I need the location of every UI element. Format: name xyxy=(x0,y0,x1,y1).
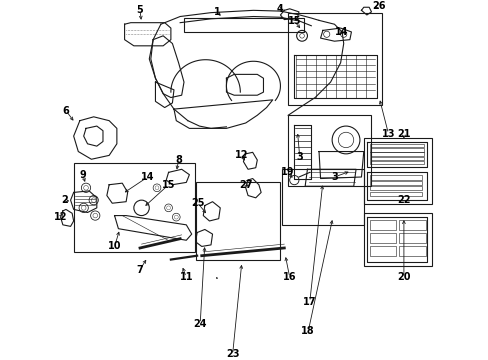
Text: 5: 5 xyxy=(136,5,143,15)
Text: 26: 26 xyxy=(372,1,385,11)
Bar xyxy=(282,169,363,225)
Text: 18: 18 xyxy=(301,326,314,336)
Text: 20: 20 xyxy=(396,272,410,282)
Text: 27: 27 xyxy=(239,180,252,190)
Bar xyxy=(369,181,422,185)
Text: 1: 1 xyxy=(213,7,220,17)
Text: 7: 7 xyxy=(136,265,143,275)
Bar xyxy=(363,213,431,266)
Bar xyxy=(287,115,371,186)
Bar xyxy=(399,233,425,243)
Bar xyxy=(369,161,423,164)
Text: 15: 15 xyxy=(287,16,301,26)
Text: 14: 14 xyxy=(141,172,154,182)
Bar xyxy=(369,148,423,152)
Bar xyxy=(399,220,425,230)
Text: 16: 16 xyxy=(283,272,296,282)
Bar xyxy=(183,18,303,32)
Text: 3: 3 xyxy=(330,172,337,182)
Bar xyxy=(399,247,425,256)
Text: 4: 4 xyxy=(277,4,283,14)
Text: 24: 24 xyxy=(193,319,206,329)
Text: 9: 9 xyxy=(80,170,86,180)
Text: 21: 21 xyxy=(396,129,410,139)
Text: 23: 23 xyxy=(225,350,239,360)
Text: 3: 3 xyxy=(296,152,303,162)
Text: 17: 17 xyxy=(303,297,316,307)
Bar xyxy=(369,152,423,156)
Text: 13: 13 xyxy=(381,129,394,139)
Bar xyxy=(195,183,280,260)
Text: 6: 6 xyxy=(62,105,69,116)
Text: 14: 14 xyxy=(335,27,348,37)
Text: 8: 8 xyxy=(175,155,182,165)
Text: 19: 19 xyxy=(281,167,294,177)
Bar xyxy=(369,157,423,160)
Bar xyxy=(369,233,395,243)
Text: 12: 12 xyxy=(235,150,248,161)
Text: 12: 12 xyxy=(54,212,67,222)
Bar xyxy=(369,220,395,230)
Text: 10: 10 xyxy=(107,242,121,251)
Bar xyxy=(369,186,422,190)
Text: 22: 22 xyxy=(396,195,410,205)
Bar xyxy=(369,144,423,147)
Bar xyxy=(74,163,194,252)
Bar xyxy=(287,13,382,105)
Text: 11: 11 xyxy=(179,272,193,282)
Text: 2: 2 xyxy=(61,195,68,205)
Text: 25: 25 xyxy=(191,198,204,208)
Bar xyxy=(369,175,422,180)
Bar xyxy=(369,247,395,256)
Bar xyxy=(363,138,431,204)
Text: 15: 15 xyxy=(162,180,175,190)
Bar xyxy=(369,192,422,196)
